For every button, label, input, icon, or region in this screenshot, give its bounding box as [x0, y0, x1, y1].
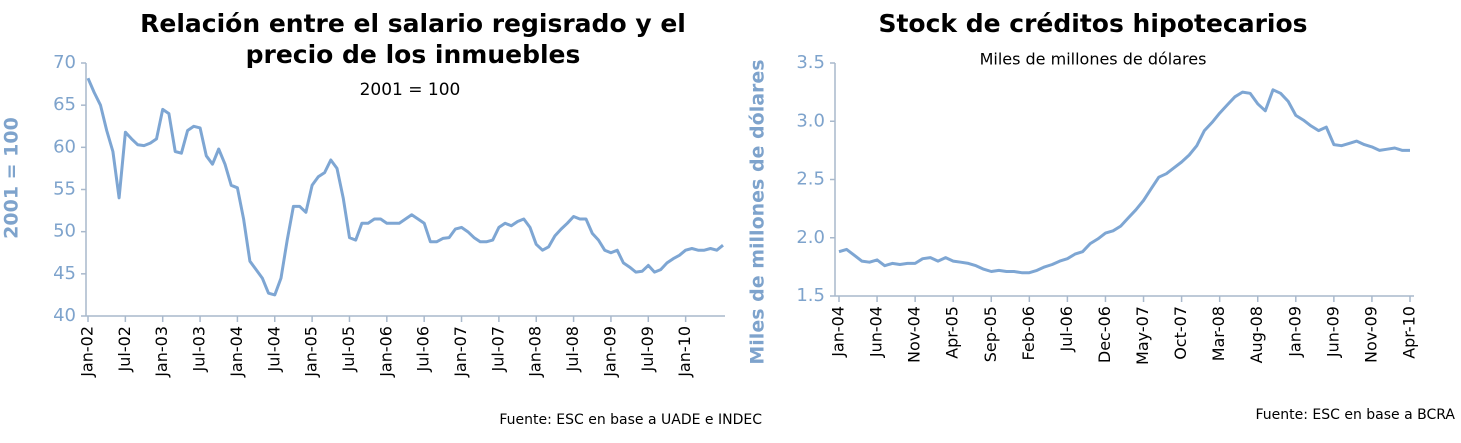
x-tick-label: Oct-07 — [1171, 306, 1190, 360]
y-tick-label: 2.5 — [796, 169, 825, 190]
x-tick-label: Jan-07 — [451, 326, 470, 378]
x-tick-label: Jan-08 — [526, 326, 545, 378]
x-tick-label: Aug-08 — [1247, 306, 1266, 363]
x-tick-label: Jan-06 — [376, 326, 395, 378]
source-note: Fuente: ESC en base a UADE e INDEC — [499, 412, 762, 428]
x-tick-label: Jan-04 — [829, 306, 848, 358]
x-tick-label: May-07 — [1133, 306, 1152, 365]
y-tick-label: 65 — [53, 94, 76, 115]
y-axis-label: 2001 = 100 — [1, 117, 23, 239]
x-tick-label: Jul-06 — [1057, 306, 1076, 352]
y-tick-label: 50 — [53, 221, 76, 242]
x-tick-label: Apr-05 — [943, 306, 962, 359]
x-tick-label: Jan-03 — [152, 326, 171, 378]
y-tick-label: 3.0 — [796, 110, 825, 131]
x-tick-label: Jul-03 — [190, 326, 209, 372]
y-tick-label: 2.0 — [796, 227, 825, 248]
x-tick-label: Mar-08 — [1209, 306, 1228, 361]
x-tick-label: Jan-09 — [600, 326, 619, 378]
y-tick-label: 60 — [53, 136, 76, 157]
x-tick-label: Jan-10 — [675, 326, 694, 378]
x-tick-label: Nov-04 — [905, 306, 924, 363]
subtitle: Miles de millones de dólares — [980, 50, 1207, 69]
x-tick-label: Sep-05 — [981, 306, 1000, 362]
x-tick-label: Jan-02 — [78, 326, 97, 378]
data-line — [86, 77, 724, 297]
x-tick-label: Jul-08 — [563, 326, 582, 372]
x-tick-label: Jul-07 — [488, 326, 507, 372]
x-tick-label: Jul-06 — [414, 326, 433, 372]
x-tick-label: Jun-09 — [1323, 306, 1342, 358]
y-axis-label: Miles de millones de dólares — [747, 59, 769, 364]
x-tick-label: Apr-10 — [1400, 306, 1419, 359]
x-tick-label: Jul-04 — [264, 326, 283, 372]
x-tick-label: Feb-06 — [1019, 306, 1038, 360]
y-tick-label: 40 — [53, 305, 76, 326]
x-tick-label: Jan-04 — [227, 326, 246, 378]
x-tick-label: Jul-09 — [638, 326, 657, 372]
chart-title: Relación entre el salario regisrado y el… — [140, 9, 686, 69]
chart-title: Stock de créditos hipotecarios — [878, 9, 1308, 38]
x-tick-label: Nov-09 — [1361, 306, 1380, 363]
x-tick-label: Jul-05 — [339, 326, 358, 372]
x-tick-label: Dec-06 — [1095, 306, 1114, 363]
x-tick-label: Jul-02 — [115, 326, 134, 372]
x-tick-label: Jan-09 — [1285, 306, 1304, 358]
y-tick-label: 1.5 — [796, 285, 825, 306]
x-tick-label: Jun-04 — [867, 306, 886, 358]
source-note: Fuente: ESC en base a BCRA — [1255, 407, 1455, 423]
y-tick-label: 70 — [53, 52, 76, 73]
y-tick-label: 55 — [53, 179, 76, 200]
x-tick-label: Jan-05 — [302, 326, 321, 378]
data-line — [838, 88, 1410, 275]
y-tick-label: 45 — [53, 263, 76, 284]
y-tick-label: 3.5 — [796, 52, 825, 73]
subtitle: 2001 = 100 — [360, 80, 461, 100]
